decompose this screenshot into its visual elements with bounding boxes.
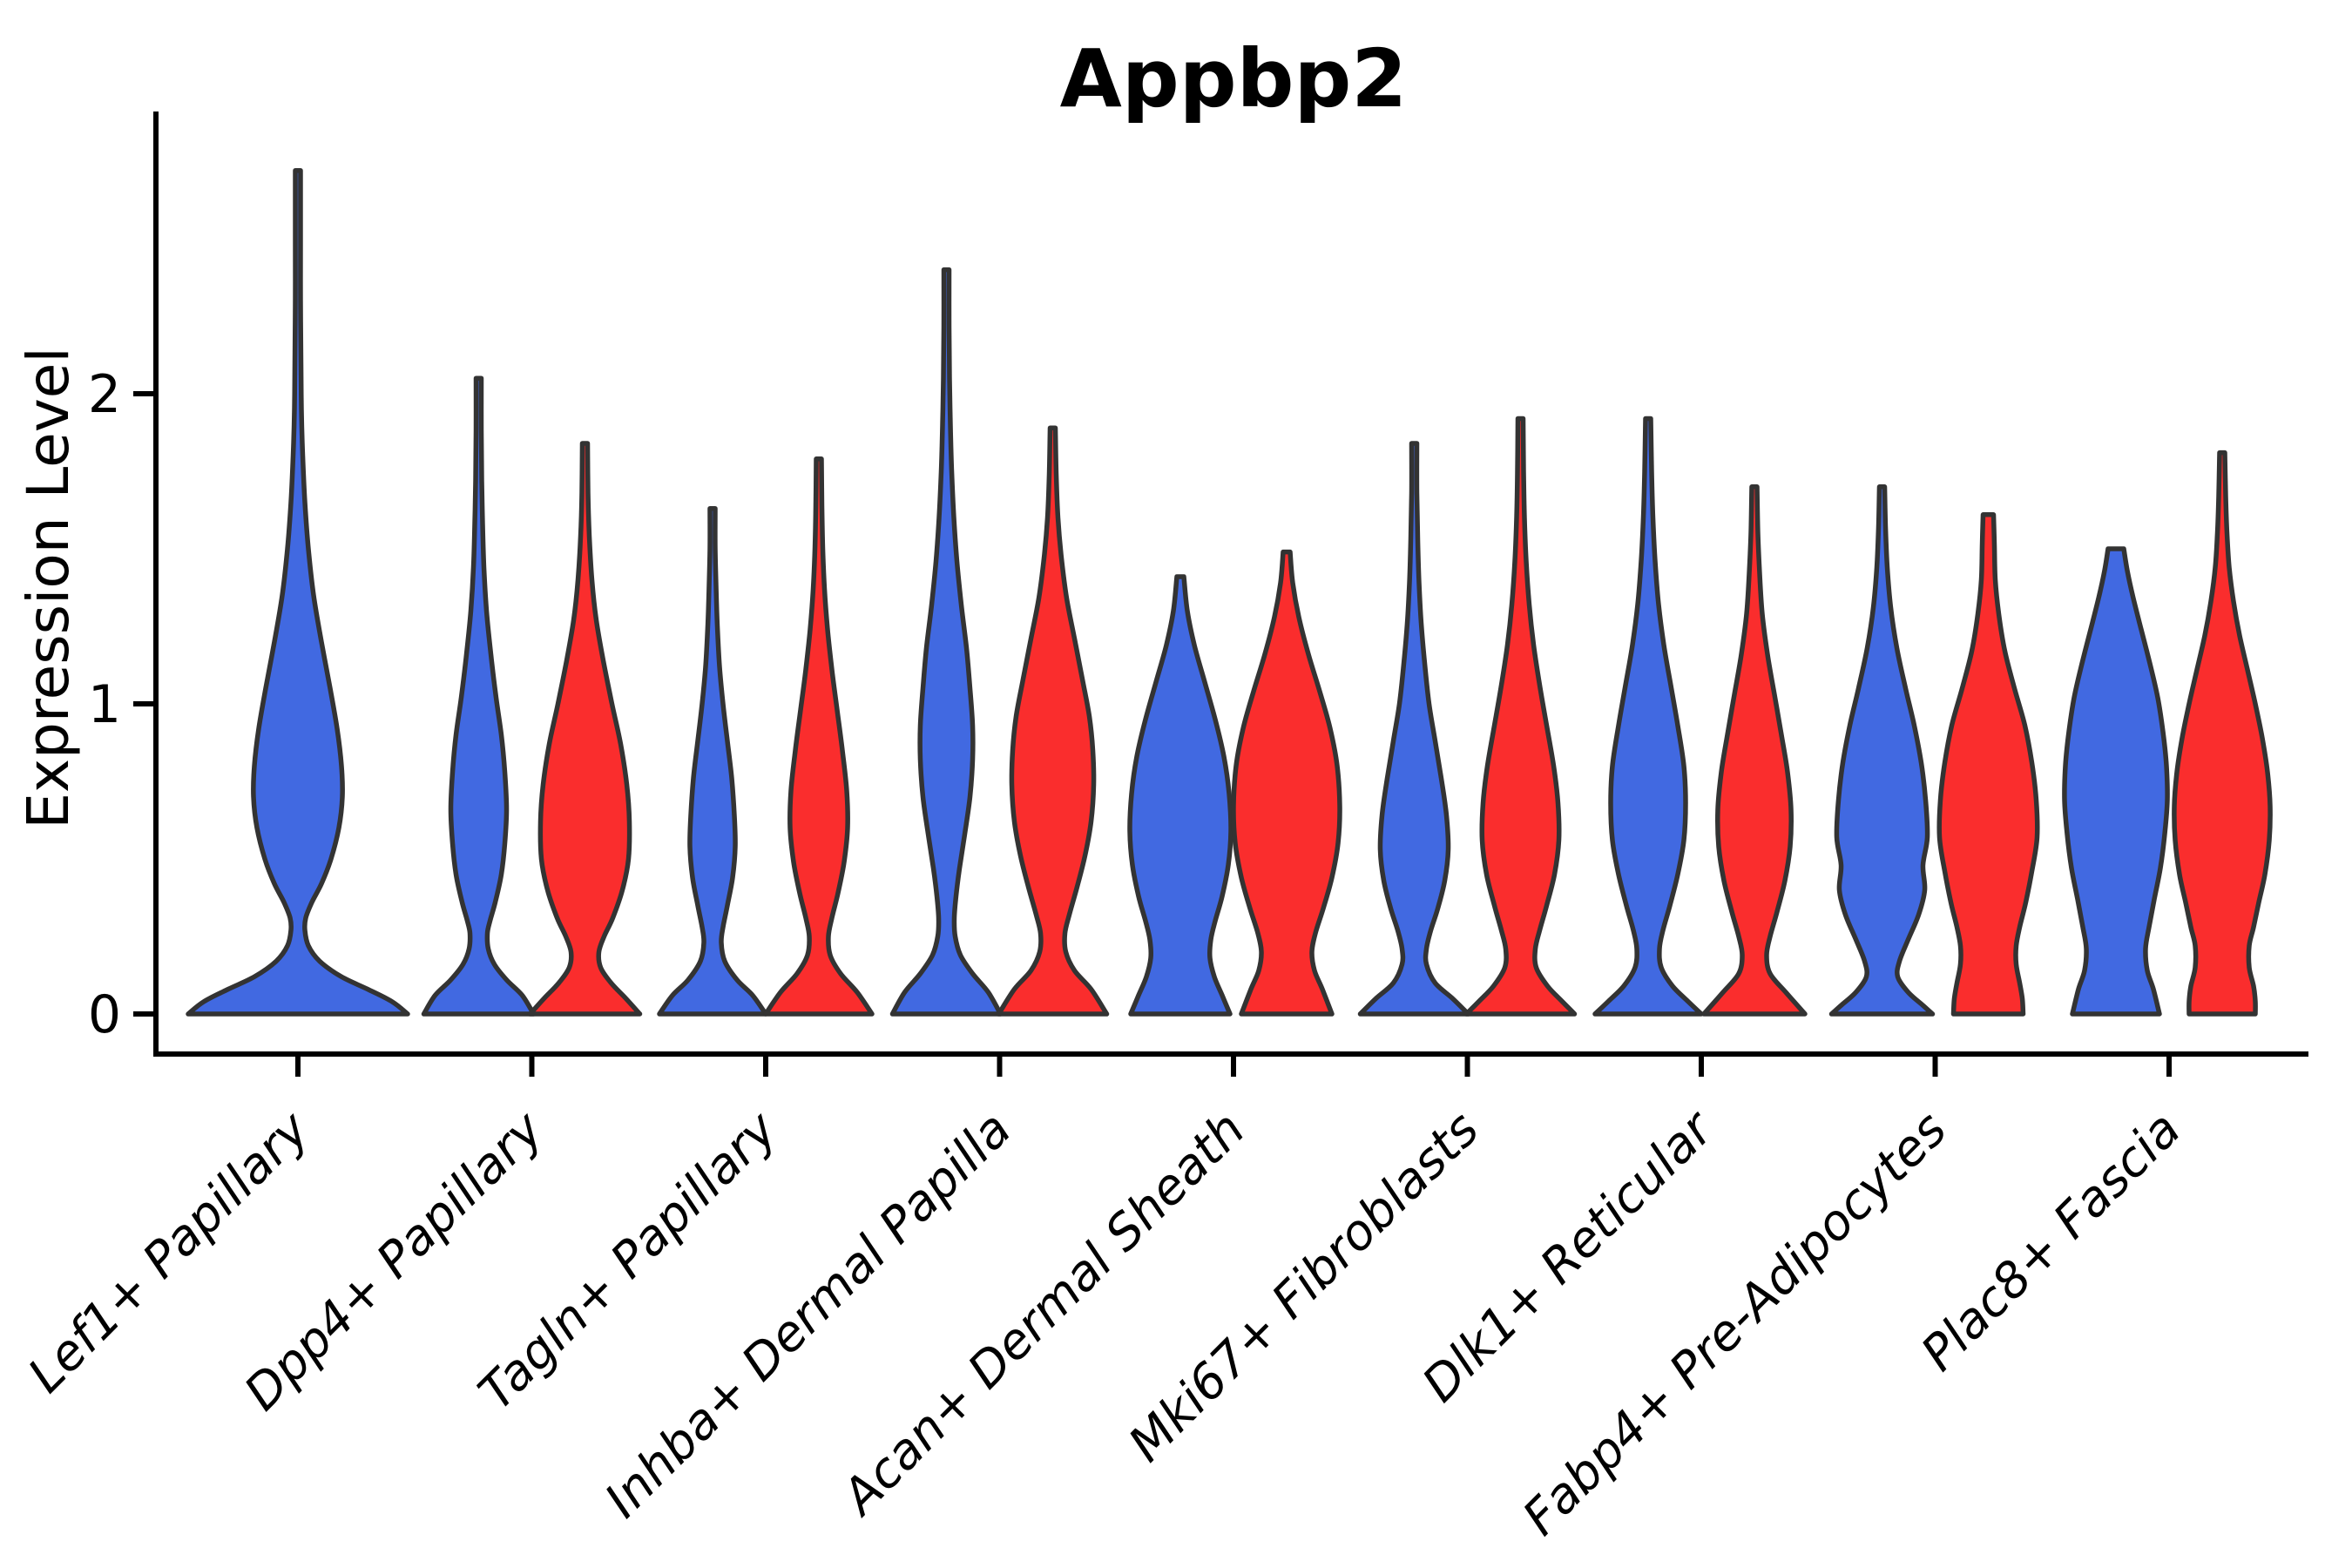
y-axis-label: Expression Level	[15, 347, 82, 828]
violin-dlk1-reticular-blue	[1592, 416, 1704, 1017]
violin-tagln-papillary-red	[763, 456, 875, 1017]
violins-layer	[186, 167, 2273, 1017]
violin-dpp4-papillary-red	[527, 441, 643, 1017]
violin-acan-dermal-sheath-red	[1231, 549, 1342, 1017]
violin-dpp4-papillary-blue	[421, 375, 537, 1017]
y-tick-label-2: 2	[88, 364, 121, 425]
violin-tagln-papillary-blue	[657, 505, 768, 1017]
y-tick-label-0: 0	[88, 984, 121, 1045]
chart-title: Appbp2	[1060, 32, 1408, 125]
violin-dlk1-reticular-red	[1701, 484, 1808, 1017]
violin-plac8-fascia-red	[2172, 449, 2273, 1017]
x-tick-label-8: Fabp4+ Pre-Adipocytes	[1512, 1101, 1957, 1546]
violin-acan-dermal-sheath-blue	[1127, 574, 1233, 1017]
x-tick-label-5: Acan+ Dermal Sheath	[830, 1101, 1256, 1527]
x-tick-label-4: Inhba+ Dermal Papilla	[594, 1101, 1022, 1529]
y-axis-ticks: 0 1 2	[88, 364, 156, 1045]
violin-inhba-dermal-papilla-blue	[889, 267, 1004, 1017]
violin-plac8-fascia-blue	[2062, 546, 2170, 1017]
violin-inhba-dermal-papilla-red	[996, 425, 1110, 1017]
violin-fabp4-pre-adipocytes-blue	[1828, 484, 1936, 1017]
violin-fabp4-pre-adipocytes-red	[1936, 512, 2040, 1017]
violin-lef1-papillary-blue	[186, 167, 410, 1017]
y-tick-label-1: 1	[88, 674, 121, 735]
violin-mki67-fibroblasts-red	[1463, 416, 1578, 1017]
violin-mki67-fibroblasts-blue	[1357, 441, 1471, 1017]
